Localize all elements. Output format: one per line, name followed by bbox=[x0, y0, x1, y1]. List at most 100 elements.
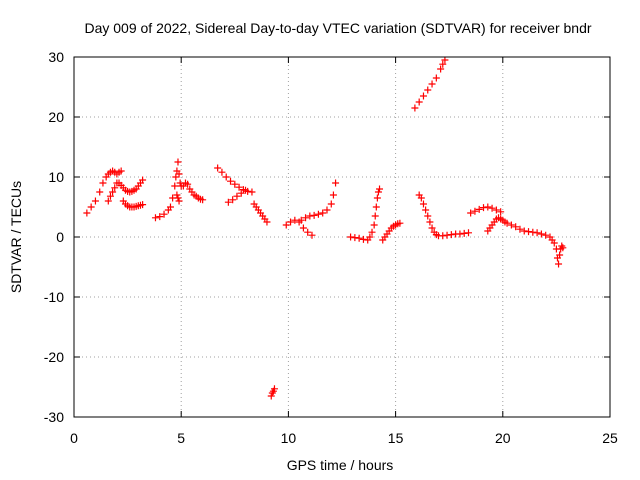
data-point bbox=[368, 228, 376, 236]
data-point bbox=[424, 212, 432, 220]
data-point bbox=[516, 225, 524, 233]
data-point bbox=[371, 212, 379, 220]
data-point bbox=[396, 219, 404, 227]
data-point bbox=[432, 74, 440, 82]
data-point bbox=[175, 197, 183, 205]
data-point bbox=[297, 216, 305, 224]
y-tick-label: -20 bbox=[44, 349, 64, 365]
data-point bbox=[173, 191, 181, 199]
x-tick-label: 20 bbox=[495, 430, 511, 446]
data-point bbox=[437, 65, 445, 73]
data-point bbox=[424, 86, 432, 94]
data-point bbox=[291, 216, 299, 224]
y-tick-label: 30 bbox=[48, 49, 64, 65]
data-point bbox=[464, 229, 472, 237]
data-point bbox=[372, 203, 380, 211]
data-point bbox=[376, 185, 384, 193]
data-point bbox=[542, 231, 550, 239]
data-point bbox=[428, 224, 436, 232]
data-point bbox=[172, 173, 180, 181]
y-tick-label: -30 bbox=[44, 409, 64, 425]
data-point bbox=[109, 188, 117, 196]
data-point bbox=[83, 209, 91, 217]
data-point bbox=[497, 208, 505, 216]
data-point bbox=[533, 229, 541, 237]
data-point bbox=[428, 80, 436, 88]
data-point bbox=[417, 194, 425, 202]
data-point bbox=[373, 194, 381, 202]
y-axis-label: SDTVAR / TECUs bbox=[8, 181, 24, 293]
data-point bbox=[366, 233, 374, 241]
data-point bbox=[512, 223, 520, 231]
y-tick-labels: -30 -20 -10 0 10 20 30 bbox=[44, 49, 64, 425]
data-point bbox=[299, 224, 307, 232]
data-point bbox=[374, 188, 382, 196]
data-point bbox=[235, 183, 243, 191]
data-point bbox=[439, 60, 447, 68]
data-point bbox=[96, 188, 104, 196]
data-point bbox=[174, 194, 182, 202]
data-point bbox=[507, 221, 515, 229]
data-point bbox=[99, 179, 107, 187]
data-point bbox=[117, 167, 125, 175]
grid-lines bbox=[74, 57, 610, 417]
data-point bbox=[319, 209, 327, 217]
data-point bbox=[327, 200, 335, 208]
y-tick-label: 10 bbox=[48, 169, 64, 185]
data-point bbox=[214, 164, 222, 172]
data-point bbox=[310, 211, 318, 219]
y-tick-label: 20 bbox=[48, 109, 64, 125]
data-point bbox=[224, 198, 232, 206]
data-point bbox=[104, 197, 112, 205]
data-point bbox=[175, 170, 183, 178]
chart-title: Day 009 of 2022, Sidereal Day-to-day VTE… bbox=[84, 20, 591, 36]
axis-ticks bbox=[73, 56, 611, 418]
data-point bbox=[419, 92, 427, 100]
x-tick-label: 10 bbox=[281, 430, 297, 446]
data-point bbox=[139, 201, 147, 209]
data-point bbox=[355, 234, 363, 242]
data-point bbox=[229, 196, 237, 204]
data-point bbox=[87, 203, 95, 211]
data-point bbox=[151, 214, 159, 222]
data-point bbox=[537, 230, 545, 238]
data-point bbox=[184, 180, 192, 188]
data-point bbox=[467, 209, 475, 217]
data-point bbox=[263, 218, 271, 226]
data-point bbox=[426, 218, 434, 226]
data-point bbox=[370, 221, 378, 229]
data-point bbox=[503, 219, 511, 227]
data-point bbox=[302, 214, 310, 222]
data-point bbox=[484, 203, 492, 211]
data-point bbox=[304, 228, 312, 236]
data-point bbox=[475, 205, 483, 213]
data-point bbox=[314, 210, 322, 218]
data-point bbox=[231, 180, 239, 188]
data-point bbox=[171, 182, 179, 190]
data-point bbox=[267, 392, 275, 400]
x-tick-labels: 0 5 10 15 20 25 bbox=[70, 430, 618, 446]
data-point bbox=[248, 188, 256, 196]
y-tick-label: 0 bbox=[56, 229, 64, 245]
data-point bbox=[166, 203, 174, 211]
data-point bbox=[91, 197, 99, 205]
data-point bbox=[471, 207, 479, 215]
data-point bbox=[550, 239, 558, 247]
x-tick-label: 0 bbox=[70, 430, 78, 446]
data-point bbox=[242, 186, 250, 194]
data-point bbox=[287, 218, 295, 226]
data-point bbox=[282, 221, 290, 229]
data-point bbox=[488, 204, 496, 212]
x-tick-label: 25 bbox=[602, 430, 618, 446]
data-points bbox=[83, 56, 567, 400]
data-point bbox=[492, 206, 500, 214]
data-point bbox=[237, 189, 245, 197]
data-point bbox=[415, 98, 423, 106]
data-point bbox=[233, 192, 241, 200]
data-point bbox=[332, 179, 340, 187]
data-point bbox=[160, 210, 168, 218]
data-point bbox=[111, 184, 119, 192]
data-point bbox=[308, 231, 316, 239]
data-point bbox=[329, 191, 337, 199]
